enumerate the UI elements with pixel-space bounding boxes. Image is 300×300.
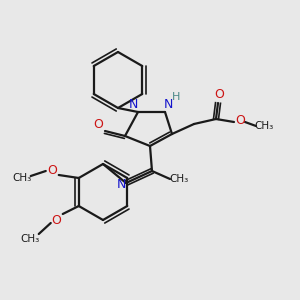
Text: CH₃: CH₃ [12,173,32,183]
Text: CH₃: CH₃ [169,174,189,184]
Text: O: O [51,214,61,226]
Text: CH₃: CH₃ [20,234,39,244]
Text: O: O [214,88,224,101]
Text: H: H [172,92,180,102]
Text: O: O [93,118,103,130]
Text: O: O [235,115,245,128]
Text: CH₃: CH₃ [254,121,274,131]
Text: N: N [128,98,138,112]
Text: N: N [116,178,126,191]
Text: O: O [47,164,57,178]
Text: N: N [163,98,173,110]
